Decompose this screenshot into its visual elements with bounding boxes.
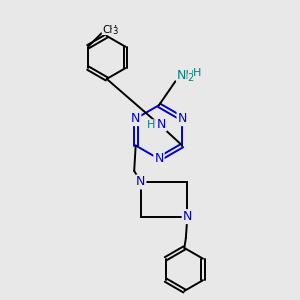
Text: H: H xyxy=(193,68,202,78)
Text: 2: 2 xyxy=(188,73,194,83)
Text: N: N xyxy=(183,210,192,223)
Text: NH: NH xyxy=(177,69,196,82)
Text: N: N xyxy=(178,112,187,125)
Text: N: N xyxy=(154,152,164,166)
Text: N: N xyxy=(131,112,140,125)
Text: N: N xyxy=(136,176,146,188)
Text: N: N xyxy=(157,118,166,130)
Text: 3: 3 xyxy=(112,27,117,36)
Text: CH: CH xyxy=(102,25,117,35)
Text: H: H xyxy=(147,120,156,130)
